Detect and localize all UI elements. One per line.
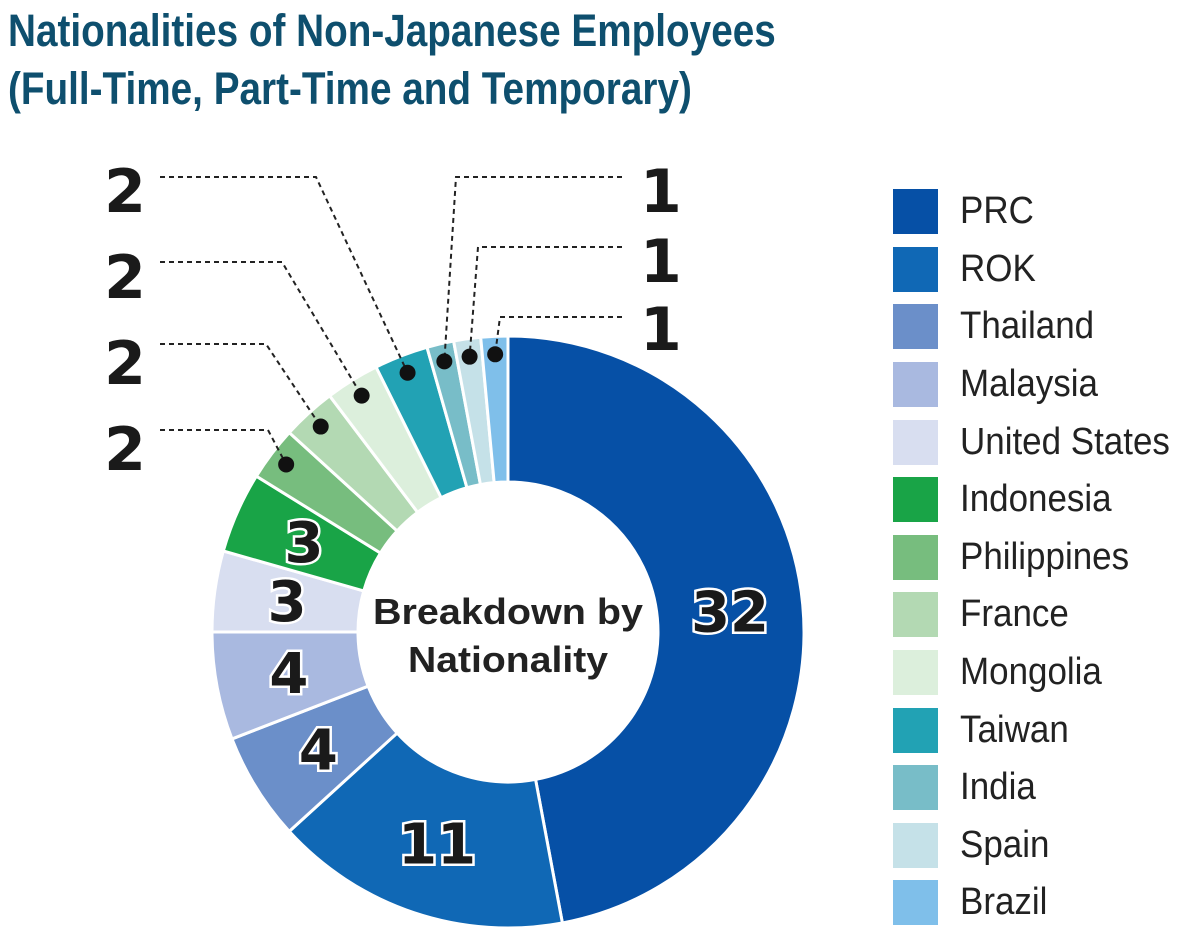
legend-swatch-india [893, 765, 938, 811]
legend-label-france: France [960, 593, 1069, 636]
legend-label-mongolia: Mongolia [960, 651, 1102, 694]
legend-item-united-states: United States [893, 413, 1188, 471]
legend-swatch-taiwan [893, 707, 938, 753]
callout-leaders [160, 176, 622, 473]
legend-item-india: India [893, 759, 1188, 817]
value-label-united-states: 3 [268, 570, 307, 635]
legend-swatch-united-states [893, 419, 938, 465]
legend-swatch-rok [893, 246, 938, 292]
legend-item-mongolia: Mongolia [893, 644, 1188, 702]
value-label-prc: 32 [691, 580, 769, 645]
leader-line-france [160, 343, 322, 428]
leader-dot-spain [461, 348, 478, 365]
slice-rok [287, 730, 565, 930]
legend-item-spain: Spain [893, 817, 1188, 875]
legend-item-malaysia: Malaysia [893, 356, 1188, 414]
leader-line-taiwan [160, 176, 409, 374]
leader-dot-india [436, 353, 453, 370]
legend-swatch-thailand [893, 304, 938, 350]
slice-brazil [479, 334, 510, 485]
legend-swatch-france [893, 592, 938, 638]
value-label-taiwan: 2 [104, 157, 146, 227]
leader-dot-philippines [278, 456, 295, 473]
value-label-brazil: 1 [640, 295, 682, 365]
legend-item-taiwan: Taiwan [893, 701, 1188, 759]
legend-swatch-philippines [893, 534, 938, 580]
value-label-thailand: 4 [299, 718, 338, 783]
legend-item-prc: PRC [893, 183, 1188, 241]
value-label-indonesia: 3 [285, 511, 324, 576]
legend-swatch-brazil [893, 880, 938, 926]
legend-label-spain: Spain [960, 823, 1050, 866]
center-label-line-1: Breakdown by [373, 591, 643, 632]
center-label-line-2: Nationality [408, 639, 608, 680]
legend-item-indonesia: Indonesia [893, 471, 1188, 529]
leader-dot-brazil [487, 346, 504, 363]
value-label-malaysia: 4 [269, 642, 308, 707]
leader-line-mongolia [160, 261, 363, 397]
value-label-philippines: 2 [104, 415, 146, 485]
leader-line-spain [468, 246, 622, 357]
legend-swatch-indonesia [893, 477, 938, 523]
legend-swatch-prc [893, 189, 938, 235]
legend-label-philippines: Philippines [960, 535, 1130, 578]
legend-label-united-states: United States [960, 420, 1170, 463]
legend-label-india: India [960, 766, 1036, 809]
leader-dot-mongolia [353, 387, 370, 404]
donut-slices [210, 334, 806, 930]
leader-line-india [443, 176, 622, 362]
legend-label-rok: ROK [960, 247, 1036, 290]
legend-label-thailand: Thailand [960, 305, 1095, 348]
leader-dot-taiwan [399, 364, 416, 381]
leader-line-philippines [160, 429, 288, 465]
legend-label-indonesia: Indonesia [960, 478, 1112, 521]
value-label-mongolia: 2 [104, 243, 146, 313]
legend: PRC ROK Thailand Malaysia United States Indon… [893, 183, 1188, 932]
legend-label-taiwan: Taiwan [960, 708, 1069, 751]
slice-prc [506, 334, 806, 925]
legend-item-brazil: Brazil [893, 874, 1188, 932]
value-label-spain: 1 [640, 227, 682, 297]
chart-title-line-2: (Full-Time, Part-Time and Temporary) [8, 63, 692, 114]
legend-item-philippines: Philippines [893, 529, 1188, 587]
chart-title: Nationalities of Non-Japanese Employees … [8, 2, 776, 118]
legend-item-rok: ROK [893, 241, 1188, 299]
leader-dot-france [312, 418, 329, 435]
value-label-rok: 11 [398, 812, 476, 877]
legend-item-france: France [893, 586, 1188, 644]
legend-swatch-mongolia [893, 650, 938, 696]
value-label-india: 1 [640, 157, 682, 227]
legend-swatch-spain [893, 822, 938, 868]
leader-line-brazil [494, 316, 622, 355]
legend-label-prc: PRC [960, 190, 1034, 233]
legend-label-brazil: Brazil [960, 881, 1048, 924]
chart-title-line-1: Nationalities of Non-Japanese Employees [8, 5, 776, 56]
value-label-france: 2 [104, 329, 146, 399]
legend-label-malaysia: Malaysia [960, 363, 1098, 406]
legend-item-thailand: Thailand [893, 298, 1188, 356]
legend-swatch-malaysia [893, 362, 938, 408]
